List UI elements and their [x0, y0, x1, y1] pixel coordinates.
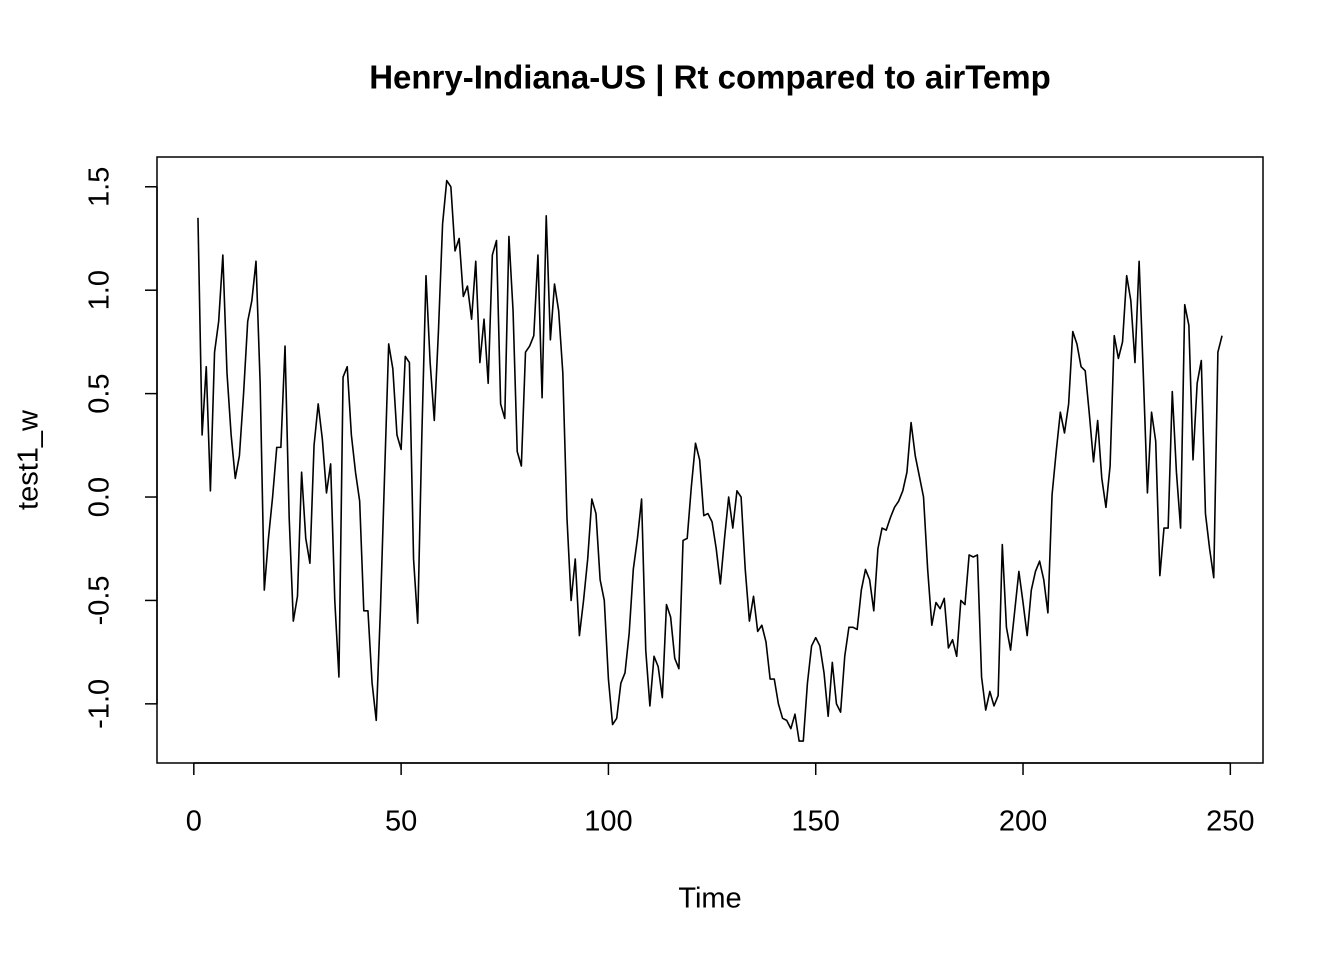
x-tick-label: 50 [385, 806, 417, 838]
x-tick-label: 0 [186, 806, 202, 838]
chart-title: Henry-Indiana-US | Rt compared to airTem… [369, 59, 1051, 96]
y-tick-label: 1.0 [84, 270, 116, 310]
y-tick-label: 0.0 [84, 477, 116, 517]
plot-box [156, 156, 1264, 764]
y-tick-label: 1.5 [84, 167, 116, 207]
y-axis-label: test1_w [13, 409, 45, 510]
y-tick-label: -1.0 [84, 679, 116, 729]
y-tick-label: 0.5 [84, 373, 116, 413]
x-axis-label: Time [678, 883, 741, 915]
series-line [197, 179, 1223, 742]
y-tick-label: -0.5 [84, 575, 116, 625]
x-tick-label: 200 [999, 806, 1047, 838]
x-tick-label: 150 [792, 806, 840, 838]
x-tick-label: 100 [584, 806, 632, 838]
x-tick-label: 250 [1206, 806, 1254, 838]
